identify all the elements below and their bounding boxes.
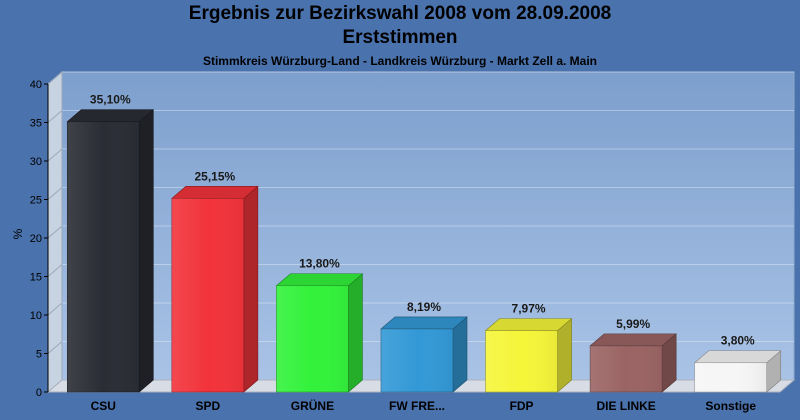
y-tick-label: 35 (30, 118, 42, 130)
gridline-side (47, 225, 63, 239)
bar-sonstige (693, 350, 782, 393)
x-tick-label: CSU (91, 399, 116, 413)
chart-subtitle: Erststimmen (342, 27, 458, 48)
x-tick-label: FW FRE... (389, 399, 445, 413)
bar-spd (171, 185, 259, 393)
gridline-side (47, 187, 63, 200)
x-tick-label: FDP (510, 399, 534, 413)
bar-shine (590, 345, 663, 392)
bar-top (589, 333, 677, 347)
bar-shine (485, 330, 558, 392)
bar-shine (67, 121, 140, 392)
y-tick-label: 15 (30, 272, 42, 284)
value-label: 13,80% (299, 257, 340, 271)
value-label: 7,97% (512, 302, 546, 316)
bar-die-linke (589, 333, 677, 393)
bar-top (66, 109, 155, 123)
bar-side (243, 185, 259, 393)
gridline-side (47, 302, 63, 316)
bar-side (557, 317, 572, 393)
value-label: 3,80% (721, 334, 755, 348)
gridline-side (47, 110, 63, 123)
gridline-side (47, 148, 63, 162)
y-tick-label: 25 (30, 195, 42, 207)
y-tick-label: 5 (36, 349, 42, 361)
chart-caption: Stimmkreis Würzburg-Land - Landkreis Wür… (202, 54, 598, 68)
bar-side (138, 109, 154, 393)
bar-fw-fre- (380, 316, 468, 393)
x-tick-label: Sonstige (705, 399, 756, 413)
bar-side (348, 273, 363, 393)
bar-shine (171, 198, 244, 392)
bar-top (484, 318, 573, 331)
gridline-side (47, 341, 63, 354)
x-tick-label: DIE LINKE (596, 399, 655, 413)
y-tick-label: 20 (30, 233, 42, 245)
bar-shine (381, 328, 453, 392)
y-tick-label: 40 (30, 79, 42, 91)
bar-shine (276, 285, 349, 392)
bar-shine (694, 362, 767, 392)
bar-top (171, 186, 259, 199)
bar-fdp (484, 317, 573, 393)
x-tick-label: GRÜNE (291, 398, 334, 413)
bar-side (452, 316, 468, 393)
bar-csu (66, 109, 155, 393)
y-tick-label: 30 (30, 156, 42, 168)
bar-grüne (275, 273, 364, 393)
chart-title: Ergebnis zur Bezirkswahl 2008 vom 28.09.… (188, 3, 612, 24)
value-label: 25,15% (195, 169, 236, 183)
bar-top (693, 350, 782, 364)
x-tick-label: SPD (196, 399, 221, 413)
y-tick-label: 10 (30, 310, 42, 322)
gridline-side (47, 71, 63, 85)
gridline-side (47, 264, 63, 277)
value-label: 35,10% (90, 93, 131, 107)
y-axis-label: % (11, 228, 25, 239)
bar-top (275, 273, 364, 287)
value-label: 8,19% (407, 300, 441, 314)
value-label: 5,99% (616, 317, 650, 331)
y-tick-label: 0 (36, 387, 42, 399)
bar-top (380, 316, 468, 330)
